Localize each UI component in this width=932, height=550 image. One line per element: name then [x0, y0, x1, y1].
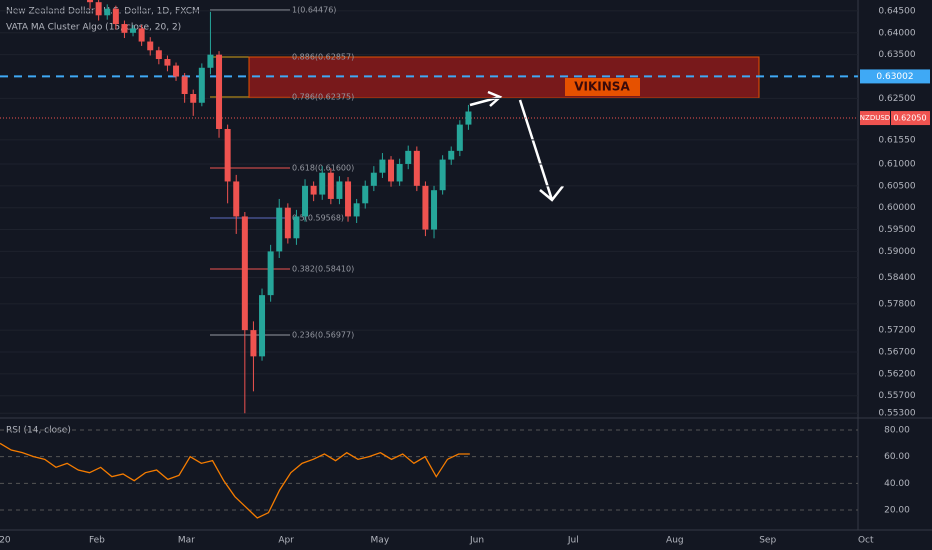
candle-body — [405, 150, 412, 164]
fib-label: 0.382(0.58410) — [292, 265, 354, 274]
candle-body — [121, 24, 128, 33]
x-tick-label: Oct — [858, 536, 874, 546]
fib-label: 0.5(0.59568) — [292, 214, 344, 223]
candle-body — [362, 185, 369, 204]
y-tick-label: 0.59500 — [878, 225, 915, 235]
y-tick-label: 0.61000 — [878, 159, 915, 169]
candle-body — [388, 159, 395, 182]
candle-body — [224, 128, 231, 182]
y-tick-label: 80.00 — [884, 426, 910, 436]
candle-body — [379, 159, 386, 173]
candle-body — [448, 150, 455, 160]
fib-label: 1(0.64476) — [292, 6, 336, 15]
y-tick-label: 0.58400 — [878, 273, 915, 283]
candle-body — [284, 207, 291, 239]
x-tick-label: May — [371, 536, 390, 546]
x-tick-label: Jun — [469, 536, 484, 546]
y-tick-label: 0.57200 — [878, 326, 915, 336]
candle-body — [327, 172, 334, 199]
x-tick-label: Apr — [278, 536, 294, 546]
candle-body — [241, 216, 248, 331]
y-tick-label: 0.64000 — [878, 28, 915, 38]
price-name: NZDUSD — [860, 114, 890, 122]
candle-body — [233, 181, 240, 217]
candle-body — [130, 28, 137, 33]
candle-body — [310, 185, 317, 195]
zone-label: VIKINSA — [574, 80, 630, 94]
price-name-box — [860, 111, 890, 126]
candle-body — [456, 124, 463, 151]
y-tick-label: 0.64500 — [878, 6, 915, 16]
chart-title: New Zealand Dollar / U.S. Dollar, 1D, FX… — [6, 7, 200, 17]
supply-zone — [248, 56, 760, 99]
candle-body — [293, 216, 300, 239]
x-tick-label: Sep — [759, 536, 776, 546]
y-tick-label: 0.61550 — [878, 135, 915, 145]
candle-body — [396, 163, 403, 182]
y-tick-label: 0.56700 — [878, 347, 915, 357]
candle-body — [112, 8, 119, 25]
candle-body — [104, 8, 111, 16]
candle-body — [413, 150, 420, 186]
candle-body — [155, 50, 162, 60]
candle-body — [190, 94, 197, 103]
y-tick-label: 60.00 — [884, 452, 910, 462]
fib-label: 0.618(0.61600) — [292, 164, 354, 173]
candle-body — [216, 54, 223, 129]
y-tick-label: 0.63500 — [878, 50, 915, 60]
y-tick-label: 0.60500 — [878, 181, 915, 191]
candle-body — [302, 185, 309, 217]
candle-body — [87, 0, 94, 3]
y-tick-label: 0.59000 — [878, 247, 915, 257]
y-tick-label: 0.57800 — [878, 299, 915, 309]
candle-body — [95, 2, 102, 16]
candle-body — [267, 251, 274, 296]
candle-body — [181, 76, 188, 95]
candle-body — [370, 172, 377, 186]
fib-label: 0.786(0.62375) — [292, 93, 354, 102]
zone-label-box — [565, 78, 640, 96]
candle-body — [198, 67, 205, 103]
candle-body — [164, 59, 171, 66]
candle-body — [276, 207, 283, 252]
candle-body — [353, 203, 360, 217]
candle-body — [147, 41, 154, 51]
y-tick-label: 0.60000 — [878, 203, 915, 213]
candle-body — [250, 330, 257, 357]
indicator-title: VATA MA Cluster Algo (15, close, 20, 2) — [6, 23, 181, 33]
price-value: 0.62050 — [893, 114, 926, 123]
candle-body — [422, 185, 429, 230]
y-tick-label: 0.56200 — [878, 369, 915, 379]
fib-label: 0.236(0.56977) — [292, 331, 354, 340]
candle-body — [439, 159, 446, 191]
x-tick-label: Jul — [567, 536, 579, 546]
candle-body — [173, 65, 180, 77]
candle-body — [259, 295, 266, 357]
x-tick-label: Mar — [178, 536, 195, 546]
x-tick-label: Aug — [666, 536, 684, 546]
x-tick-label: 20 — [0, 536, 11, 546]
candle-body — [319, 172, 326, 195]
y-tick-label: 0.62500 — [878, 94, 915, 104]
candle-body — [207, 54, 214, 68]
x-tick-label: Feb — [89, 536, 105, 546]
candle-body — [465, 111, 472, 125]
y-tick-label: 0.55700 — [878, 391, 915, 401]
candle-body — [138, 28, 145, 42]
level-label: 0.63002 — [876, 72, 913, 82]
fib-label: 0.886(0.62857) — [292, 53, 354, 62]
y-tick-label: 40.00 — [884, 479, 910, 489]
candle-body — [345, 181, 352, 217]
rsi-title: RSI (14, close) — [6, 426, 71, 436]
level-label-box — [860, 69, 930, 84]
candle-body — [336, 181, 343, 199]
y-tick-label: 0.55300 — [878, 409, 915, 419]
y-tick-label: 20.00 — [884, 506, 910, 516]
candle-body — [431, 190, 438, 230]
price-value-box — [891, 111, 930, 126]
rsi-line — [0, 442, 470, 519]
